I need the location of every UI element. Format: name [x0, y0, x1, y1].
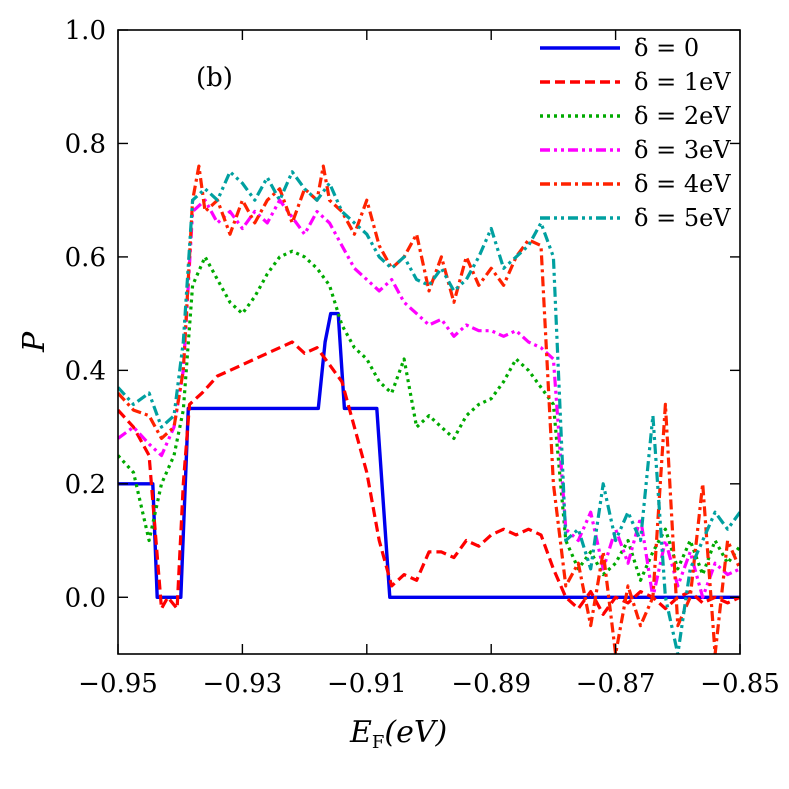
series-layer [118, 164, 740, 654]
x-tick-label: −0.85 [700, 669, 780, 699]
y-tick-label: 0.0 [65, 583, 106, 613]
legend-label-5: δ = 5eV [634, 204, 731, 232]
legend-label-1: δ = 1eV [634, 68, 731, 96]
x-axis-label-sub: F [372, 732, 385, 753]
panel-label: (b) [196, 63, 233, 93]
x-tick-label: −0.95 [78, 669, 158, 699]
tick-layer: −0.95 −0.93 −0.91 −0.89 −0.87 −0.85 0.0 0.2 0.4 0… [65, 16, 780, 699]
y-axis-label: P [17, 331, 52, 353]
series-line-2 [118, 249, 740, 582]
x-tick-label: −0.91 [327, 669, 407, 699]
series-line-1 [118, 340, 740, 616]
legend-label-0: δ = 0 [634, 34, 699, 62]
legend: δ = 0 δ = 1eV δ = 2eV δ = 3eV δ = 4eV δ = 5eV [540, 34, 731, 232]
plot-frame [117, 29, 741, 655]
series-line-5 [118, 170, 740, 654]
series-line-3 [118, 198, 740, 599]
y-tick-label: 0.6 [65, 243, 106, 273]
x-axis-label: EF(eV) [349, 715, 447, 753]
legend-label-2: δ = 2eV [634, 102, 731, 130]
legend-label-4: δ = 4eV [634, 170, 731, 198]
x-tick-label: −0.93 [203, 669, 283, 699]
y-tick-label: 1.0 [65, 16, 106, 46]
x-axis-label-main: E [349, 715, 372, 750]
legend-label-3: δ = 3eV [634, 136, 731, 164]
x-tick-label: −0.89 [451, 669, 531, 699]
x-tick-label: −0.87 [576, 669, 656, 699]
y-tick-label: 0.8 [65, 129, 106, 159]
series-line-4 [118, 164, 740, 654]
x-axis-label-tail: (eV) [384, 715, 447, 750]
y-tick-label: 0.2 [65, 470, 106, 500]
y-tick-label: 0.4 [65, 356, 106, 386]
